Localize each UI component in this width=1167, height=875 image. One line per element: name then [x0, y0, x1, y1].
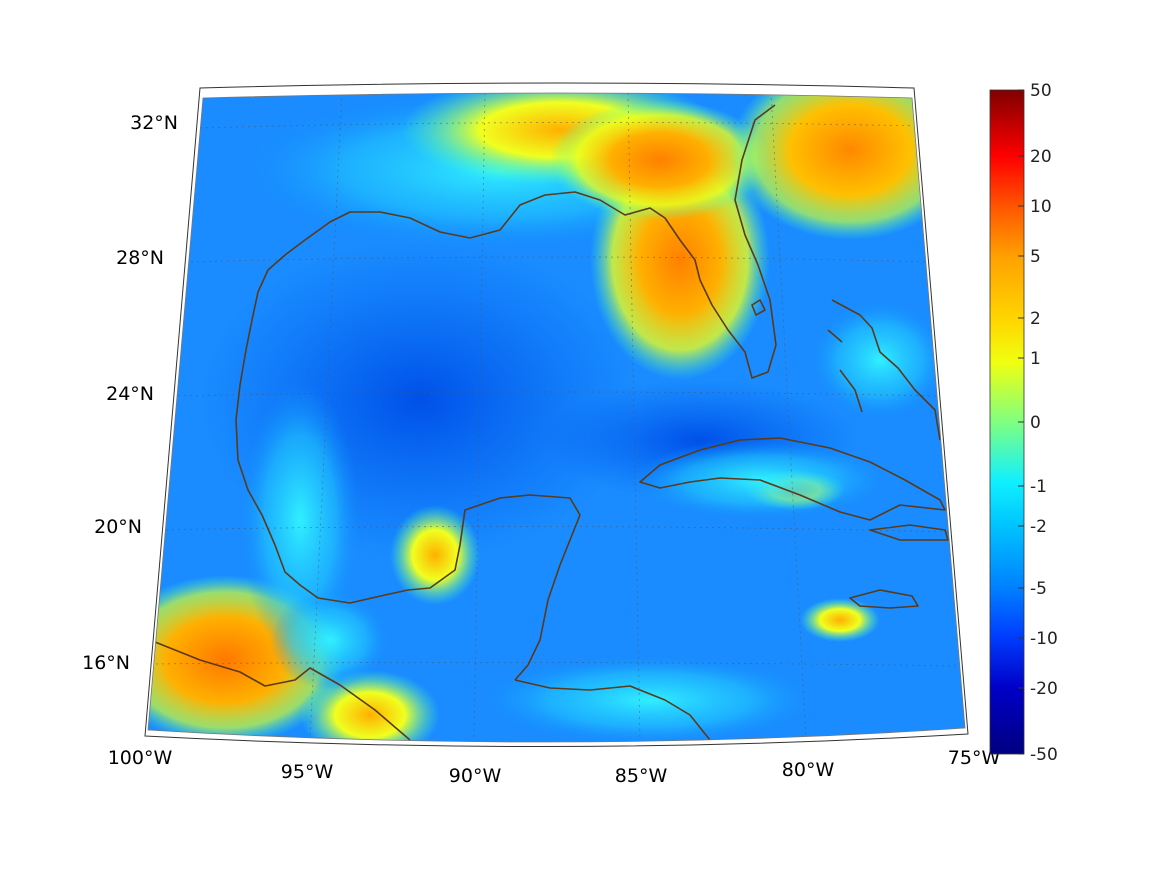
colorbar-label: -50 — [1030, 745, 1058, 765]
lon-label: 90°W — [449, 765, 502, 787]
lon-labels: 100°W 95°W 90°W 85°W 80°W 75°W — [108, 747, 1001, 787]
lat-label: 16°N — [82, 652, 130, 674]
honduras-cyan — [480, 655, 820, 743]
map-data-field — [148, 93, 965, 743]
lon-label: 100°W — [108, 747, 173, 769]
central-cyan — [270, 590, 390, 690]
lon-label: 75°W — [948, 747, 1001, 769]
yucatan-yellow — [390, 505, 480, 605]
colorbar-ticks — [1018, 89, 1024, 755]
map-frame — [144, 82, 969, 748]
hispaniola-coast — [869, 524, 949, 541]
colorbar-label: 10 — [1030, 197, 1052, 217]
colorbar-label: 2 — [1030, 309, 1041, 329]
central-america-coast — [514, 679, 711, 741]
colorbar-label: -1 — [1030, 477, 1047, 497]
lat-labels: 32°N 28°N 24°N 20°N 16°N — [82, 112, 178, 674]
yucatan-coast — [407, 494, 581, 681]
colorbar-label: 5 — [1030, 247, 1041, 267]
colorbar-label: 20 — [1030, 147, 1052, 167]
lake-okeechobee — [751, 299, 766, 316]
georgia-orange — [550, 100, 770, 220]
pacific-coast — [149, 639, 411, 741]
lat-label: 24°N — [106, 383, 154, 405]
cuba-coast — [639, 437, 946, 521]
northeast-orange — [730, 93, 965, 240]
coastline — [149, 104, 949, 741]
lon-label: 80°W — [782, 759, 835, 781]
graticule — [148, 93, 965, 743]
colorbar-label: 0 — [1030, 413, 1041, 433]
gulf-coast — [235, 104, 777, 604]
colorbar-label: -5 — [1030, 579, 1047, 599]
lat-label: 20°N — [94, 516, 142, 538]
bahamas-coast — [827, 299, 941, 441]
lon-label: 95°W — [281, 761, 334, 783]
colorbar-label: 50 — [1030, 81, 1052, 101]
colorbar-label: -2 — [1030, 517, 1047, 537]
colorbar-label: 1 — [1030, 349, 1041, 369]
jamaica-yellow — [800, 598, 880, 642]
guatemala-yellow — [300, 670, 440, 743]
jamaica-coast — [849, 589, 919, 609]
colorbar-label: -10 — [1030, 629, 1058, 649]
bahamas-cyan — [810, 300, 950, 420]
lat-label: 32°N — [130, 112, 178, 134]
colorbar-label: -20 — [1030, 679, 1058, 699]
lon-label: 85°W — [615, 765, 668, 787]
colorbar-labels: 50 20 10 5 2 1 0 -1 -2 -5 -10 -20 -50 — [1030, 81, 1058, 765]
lat-label: 28°N — [116, 247, 164, 269]
map-frame-inner — [147, 92, 966, 743]
colorbar: 50 20 10 5 2 1 0 -1 -2 -5 -10 -20 -50 — [989, 81, 1058, 765]
